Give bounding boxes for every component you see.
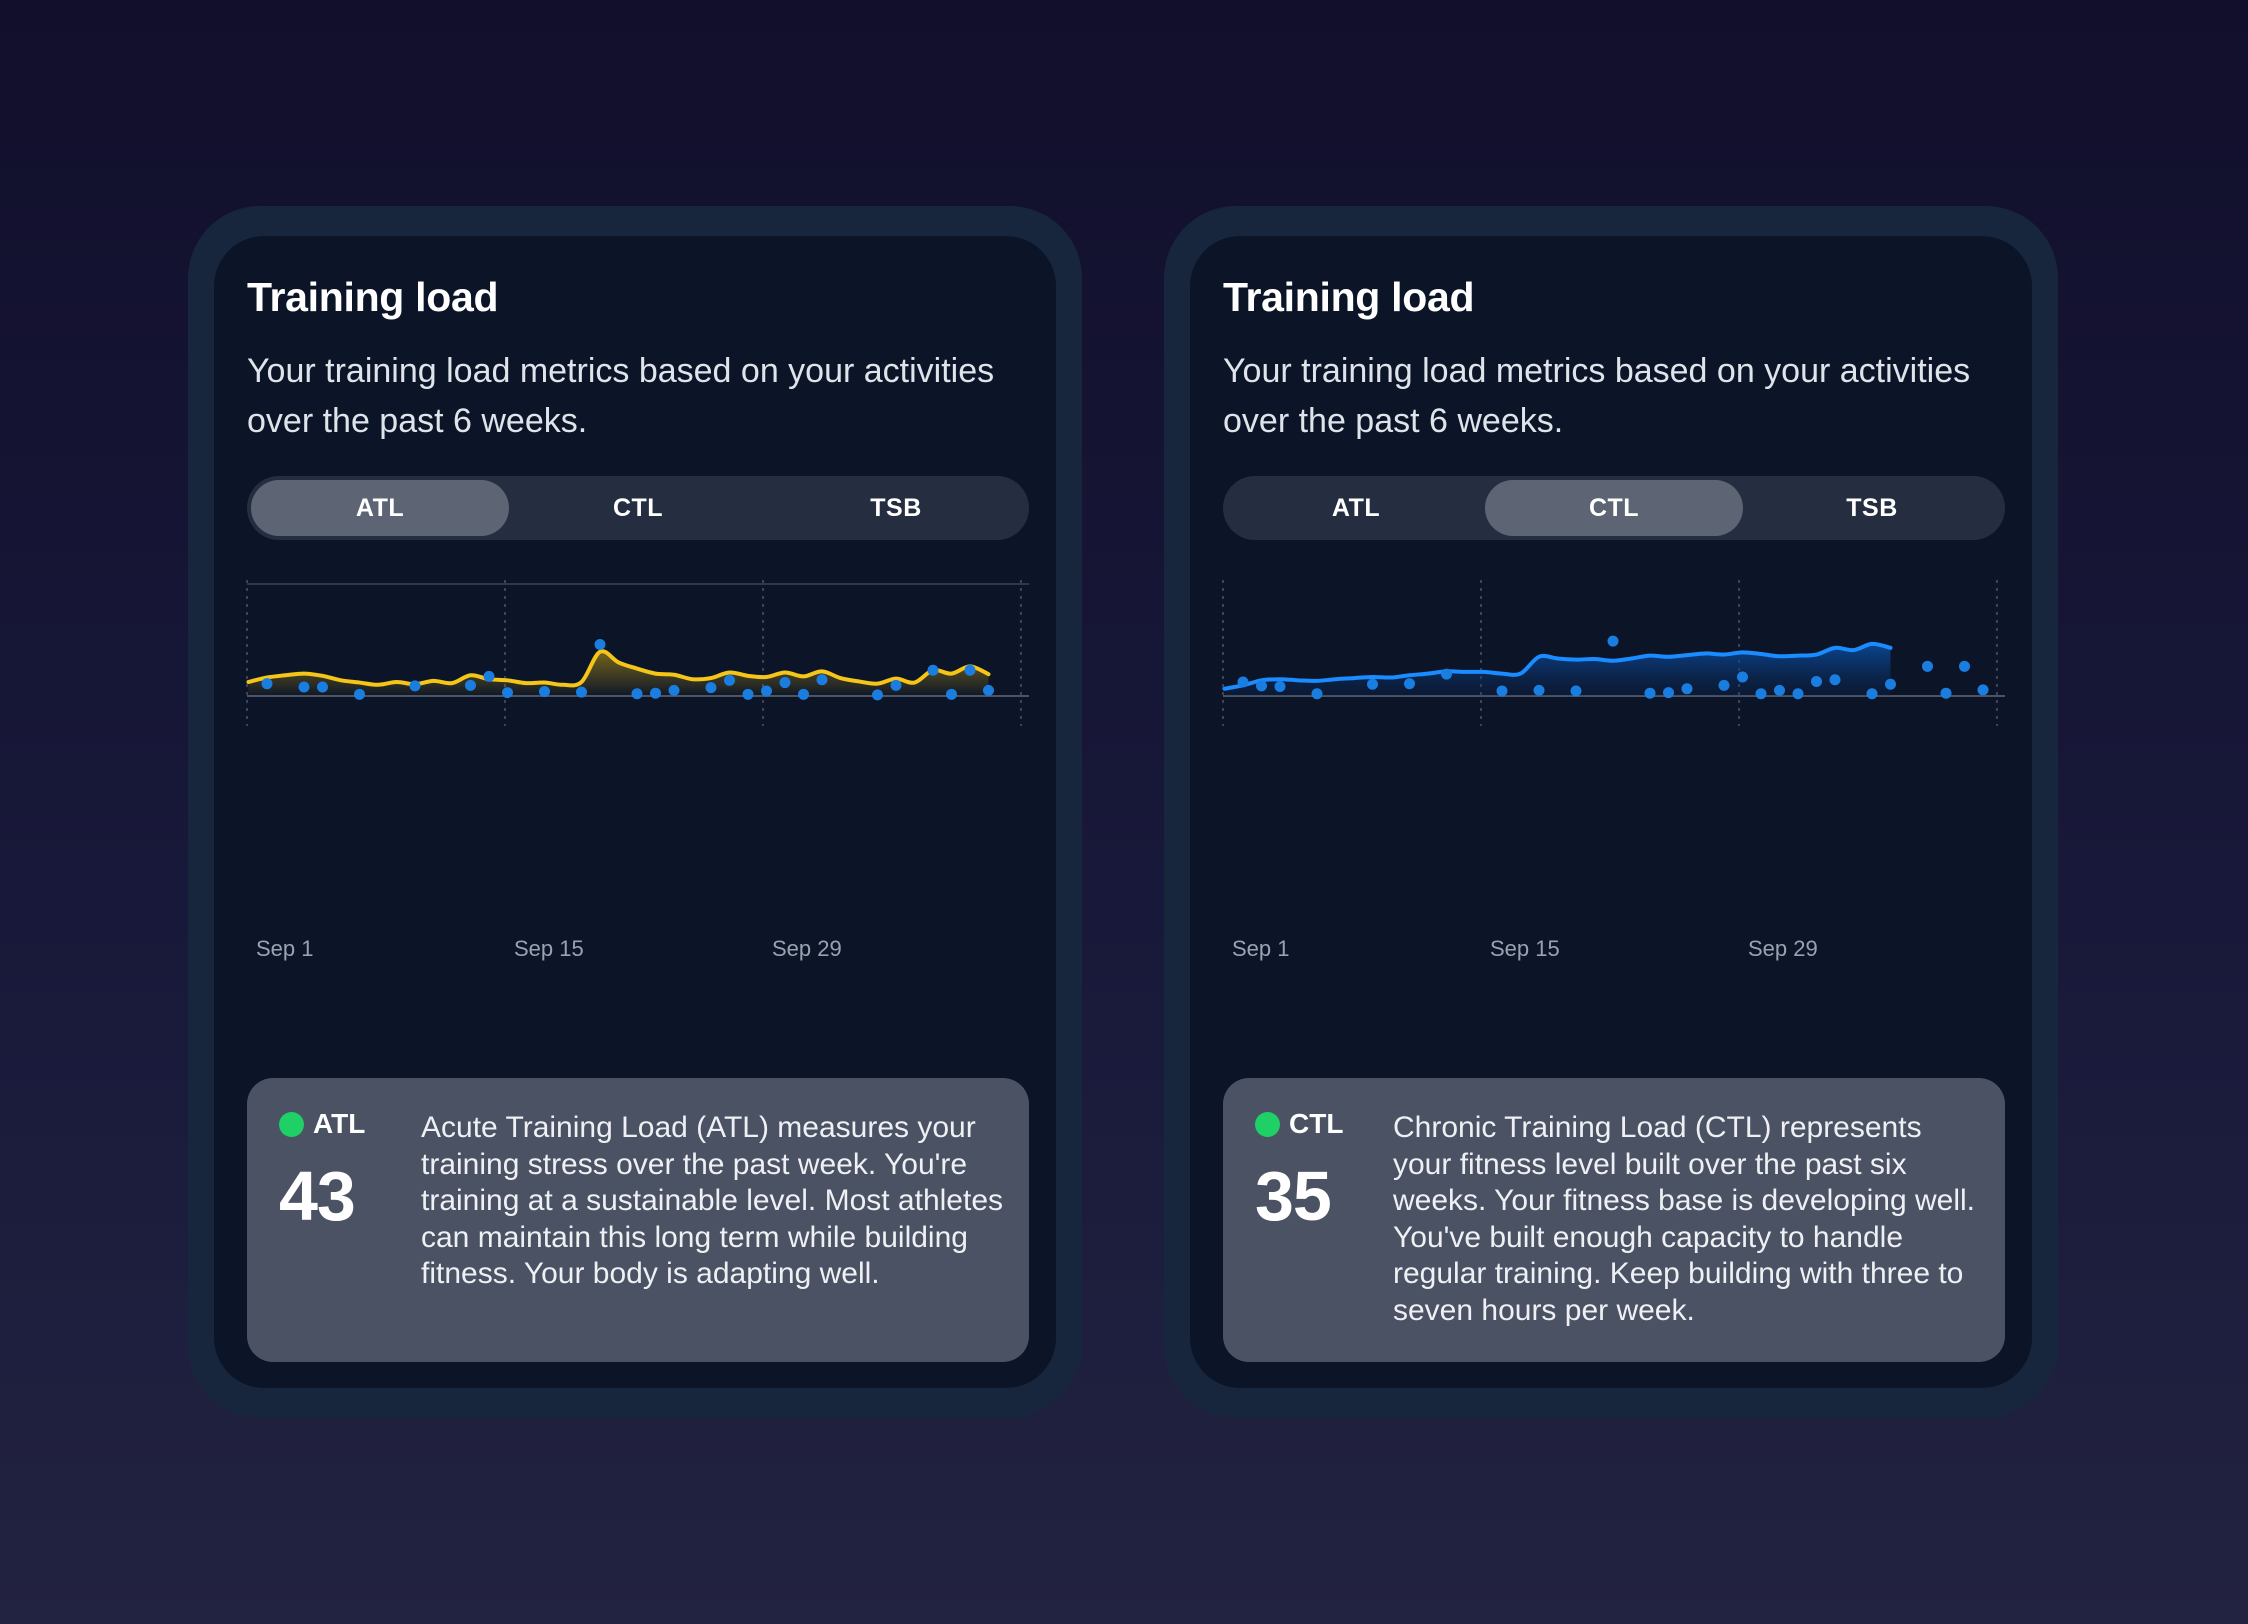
data-point	[1959, 660, 1970, 672]
data-point	[1755, 688, 1767, 700]
card-description: Your training load metrics based on your…	[247, 352, 995, 440]
card-title: Training load	[247, 274, 499, 320]
data-point	[1607, 635, 1619, 647]
data-point	[927, 664, 939, 676]
data-point	[298, 681, 310, 693]
data-point	[1496, 685, 1508, 697]
metric-name: CTL	[1289, 1108, 1344, 1139]
data-point	[1367, 678, 1378, 690]
x-tick-label: Sep 1	[1232, 936, 1290, 961]
atl-area	[248, 651, 989, 696]
data-point	[483, 670, 495, 682]
metric-info-panel: ATL 43 Acute Training Load (ATL) measure…	[247, 1078, 1029, 1362]
data-point	[1533, 684, 1545, 696]
card-description: Your training load metrics based on your…	[1223, 352, 1971, 440]
tab-atl[interactable]: ATL	[1331, 493, 1381, 522]
data-point	[1885, 678, 1896, 690]
data-point	[1404, 678, 1415, 690]
ctl-line	[1222, 641, 1893, 691]
data-point	[317, 681, 328, 693]
data-point	[576, 686, 587, 698]
metric-segmented-control: ATL CTL TSB	[1223, 476, 2005, 540]
data-point	[539, 686, 550, 698]
data-point	[1774, 684, 1785, 696]
metric-explanation: Acute Training Load (ATL) measures your …	[421, 1111, 1003, 1290]
data-point	[1274, 680, 1286, 692]
data-point	[1922, 660, 1933, 672]
data-point	[1811, 675, 1822, 687]
metric-value: 35	[1255, 1157, 1332, 1235]
data-point	[798, 688, 809, 700]
data-point	[594, 638, 606, 650]
metric-header: CTL	[1255, 1108, 1343, 1140]
data-point	[890, 679, 902, 691]
card-screen: Training load Your training load metrics…	[1190, 236, 2032, 1388]
data-point	[1718, 679, 1730, 691]
x-tick-label: Sep 15	[514, 936, 584, 961]
data-point	[983, 684, 994, 696]
data-point	[354, 688, 365, 700]
data-point	[1237, 676, 1249, 688]
data-point	[946, 688, 957, 700]
x-tick-label: Sep 29	[1748, 936, 1818, 961]
data-point	[502, 687, 513, 699]
data-point	[668, 684, 680, 696]
data-point	[761, 685, 772, 697]
ctl-chart: Sep 1 Sep 15 Sep 29	[1222, 576, 2005, 961]
card-title: Training load	[1223, 274, 1475, 320]
metric-name: ATL	[313, 1108, 366, 1139]
data-point	[779, 677, 791, 689]
metric-explanation: Chronic Training Load (CTL) represents y…	[1393, 1111, 1976, 1327]
metric-header: ATL	[279, 1108, 365, 1140]
data-point	[1977, 684, 1989, 696]
data-point	[261, 678, 273, 690]
data-point	[816, 674, 828, 686]
data-point	[964, 664, 976, 676]
training-load-card-ctl: Training load Your training load metrics…	[1164, 206, 2058, 1418]
data-point	[1940, 687, 1952, 699]
data-point	[1570, 685, 1582, 697]
data-point	[1256, 680, 1267, 692]
data-point	[1829, 674, 1841, 686]
x-tick-label: Sep 15	[1490, 936, 1560, 961]
data-point	[1737, 671, 1748, 683]
data-point	[1644, 687, 1656, 699]
tab-tsb[interactable]: TSB	[1846, 493, 1898, 522]
metric-info-panel: CTL 35 Chronic Training Load (CTL) repre…	[1223, 1078, 2005, 1362]
data-point	[1792, 688, 1804, 700]
tab-tsb[interactable]: TSB	[870, 493, 922, 522]
ctl-area	[1224, 643, 1891, 696]
x-tick-label: Sep 1	[256, 936, 314, 961]
data-point	[1681, 683, 1693, 695]
data-point	[465, 679, 476, 691]
training-load-card-atl: Training load Your training load metrics…	[188, 206, 1082, 1418]
data-point	[872, 689, 883, 701]
tab-atl[interactable]: ATL	[251, 480, 509, 536]
status-dot-icon	[1255, 1111, 1280, 1137]
metric-value: 43	[279, 1157, 356, 1235]
data-point	[1311, 688, 1323, 700]
metric-segmented-control: ATL CTL TSB	[247, 476, 1029, 540]
card-screen: Training load Your training load metrics…	[214, 236, 1056, 1388]
data-point	[724, 674, 735, 686]
data-point	[1663, 687, 1674, 699]
tab-ctl[interactable]: CTL	[1485, 480, 1743, 536]
atl-chart: Sep 1 Sep 15 Sep 29	[246, 576, 1029, 961]
data-point	[409, 680, 421, 692]
data-point	[631, 688, 643, 700]
status-dot-icon	[279, 1111, 304, 1137]
tab-ctl[interactable]: CTL	[612, 493, 664, 522]
data-point	[742, 688, 754, 700]
data-point	[650, 687, 661, 699]
data-point	[1866, 688, 1878, 700]
atl-line	[246, 649, 991, 688]
data-point	[705, 682, 717, 694]
data-point	[1441, 668, 1452, 680]
x-tick-label: Sep 29	[772, 936, 842, 961]
